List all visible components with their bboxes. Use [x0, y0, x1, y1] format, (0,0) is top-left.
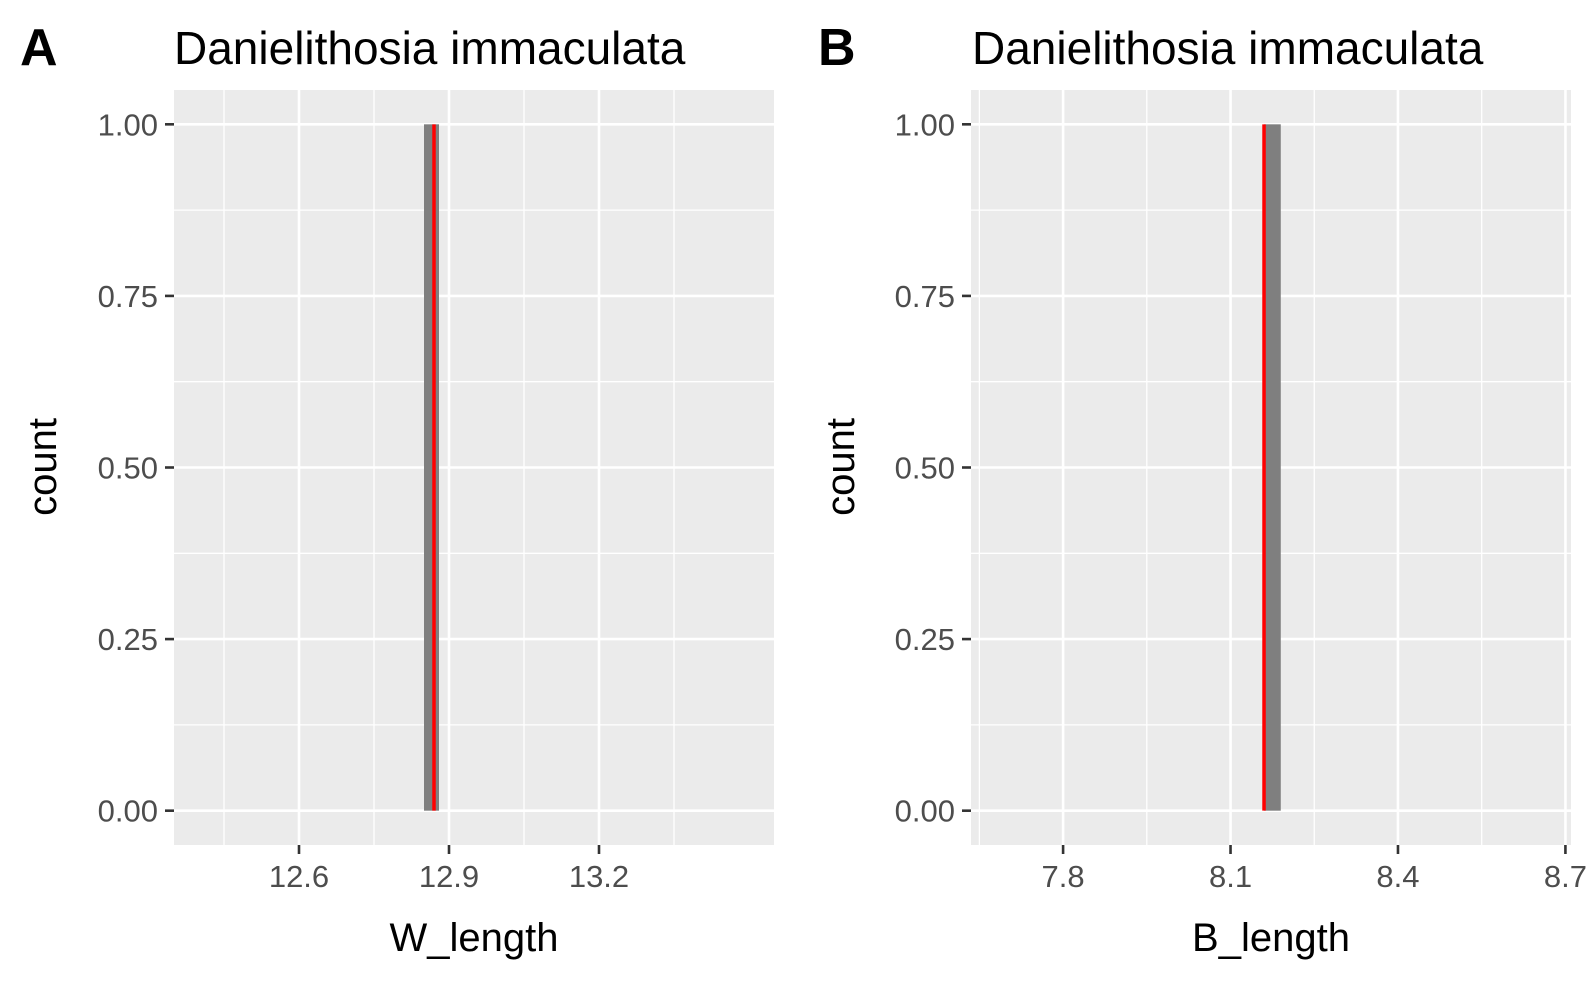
y-tick-label: 0.25: [895, 622, 955, 657]
y-tick-label: 1.00: [895, 107, 955, 142]
y-tick-label: 0.00: [98, 794, 158, 829]
x-tick-label: 7.8: [1042, 859, 1085, 894]
x-tick-label: 12.6: [269, 859, 329, 894]
panel-label: B: [818, 19, 856, 77]
bars: [424, 124, 439, 811]
chart-title: Danielithosia immaculata: [174, 22, 686, 74]
y-tick-label: 1.00: [98, 107, 158, 142]
y-tick-label: 0.75: [98, 279, 158, 314]
x-tick-label: 8.4: [1376, 859, 1419, 894]
y-axis-title: count: [819, 418, 863, 516]
y-tick-label: 0.75: [895, 279, 955, 314]
x-axis: 12.6 12.9 13.2: [269, 845, 629, 894]
x-tick-label: 13.2: [569, 859, 629, 894]
chart-title: Danielithosia immaculata: [972, 22, 1484, 74]
x-axis: 7.8 8.1 8.4 8.7: [1042, 845, 1587, 894]
x-axis-title: W_length: [390, 916, 559, 960]
x-tick-label: 8.7: [1544, 859, 1587, 894]
y-tick-label: 0.25: [98, 622, 158, 657]
x-tick-label: 8.1: [1209, 859, 1252, 894]
y-tick-label: 0.50: [895, 451, 955, 486]
x-axis-title: B_length: [1192, 916, 1350, 960]
panel-a: A Danielithosia immaculata 0.000.250.500…: [20, 19, 774, 960]
bars: [1264, 124, 1281, 811]
y-tick-label: 0.00: [895, 794, 955, 829]
histogram-bar: [1264, 124, 1281, 811]
y-axis: 0.00 0.25 0.50 0.75 1.00: [895, 107, 971, 829]
y-tick-label: 0.50: [98, 451, 158, 486]
panel-b: B Danielithosia immaculata 0.000.250.500…: [818, 19, 1587, 960]
y-axis-title: count: [21, 418, 65, 516]
grid: [174, 90, 774, 845]
panel-label: A: [20, 19, 58, 77]
x-tick-label: 12.9: [419, 859, 479, 894]
histogram-bar: [424, 124, 439, 811]
y-axis: 0.00 0.25 0.50 0.75 1.00: [98, 107, 174, 829]
